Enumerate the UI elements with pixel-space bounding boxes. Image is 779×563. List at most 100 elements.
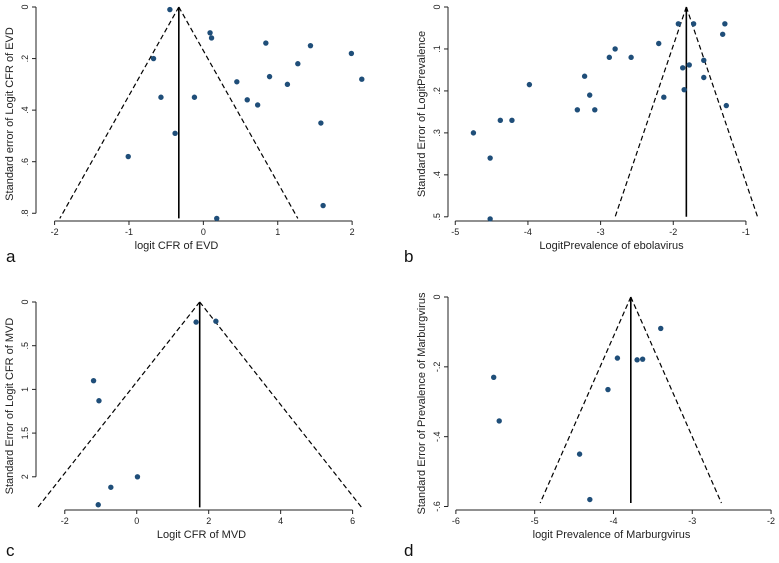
study-point xyxy=(487,216,493,222)
y-tick-label: .5 xyxy=(432,213,442,221)
study-point xyxy=(266,73,273,80)
study-point xyxy=(172,130,178,137)
panel-label-b: b xyxy=(404,247,413,266)
x-axis-title: LogitPrevalence of ebolavirus xyxy=(539,240,684,252)
y-tick-label: .2 xyxy=(20,55,30,63)
y-tick-label: 1.5 xyxy=(20,427,30,440)
study-point xyxy=(686,62,692,68)
panel-d: 0 -.2 -.4 -.6 -6 -5 -4 -3 -2 logit Prevalence of … xyxy=(404,292,775,560)
x-tick-label: -4 xyxy=(524,227,532,237)
study-point xyxy=(191,94,198,100)
x-axis-title: logit CFR of EVD xyxy=(135,240,219,252)
study-point xyxy=(701,57,707,63)
study-point xyxy=(108,484,114,490)
x-tick-label: -3 xyxy=(688,516,696,526)
study-point xyxy=(497,117,504,123)
y-tick-label: 0 xyxy=(20,4,30,9)
x-tick-label: -2 xyxy=(669,227,677,237)
study-point xyxy=(214,215,220,222)
study-point xyxy=(491,374,497,381)
y-axis-title: Standard Error of Logit CFR of MVD xyxy=(4,318,16,495)
y-tick-label: -.2 xyxy=(432,362,442,373)
x-tick-label: 0 xyxy=(201,227,206,237)
x-tick-label: 2 xyxy=(206,516,211,526)
study-point xyxy=(125,153,131,160)
study-point xyxy=(587,496,593,503)
study-point xyxy=(254,102,261,108)
study-point xyxy=(658,325,664,332)
funnel-left-limit xyxy=(37,301,201,508)
study-point xyxy=(681,86,687,93)
study-point xyxy=(234,79,240,85)
study-point xyxy=(496,418,502,424)
study-point xyxy=(526,81,533,88)
funnel-right-limit xyxy=(630,296,722,504)
study-point xyxy=(284,81,291,88)
study-point xyxy=(307,42,314,49)
study-point xyxy=(348,50,355,57)
y-tick-label: 0 xyxy=(432,4,442,9)
y-axis-title: Standard error of Logit CFR of EVD xyxy=(4,27,16,201)
x-axis-title: logit Prevalence of Marburgvirus xyxy=(533,529,691,541)
study-point xyxy=(656,40,662,47)
y-tick-label: .5 xyxy=(20,342,30,350)
funnel-right-limit xyxy=(178,6,299,219)
funnel-left-limit xyxy=(59,6,180,219)
panel-b: 0 .1 .2 .3 .4 .5 -5 -4 -3 -2 -1 LogitPrevalence of … xyxy=(404,4,759,266)
x-tick-label: 2 xyxy=(350,227,355,237)
y-tick-label: .2 xyxy=(432,87,442,95)
study-point xyxy=(675,21,682,27)
study-point xyxy=(680,65,686,71)
y-tick-label: -.6 xyxy=(432,501,442,512)
study-point xyxy=(263,40,269,46)
panel-c: 0 .5 1 1.5 2 -2 0 2 4 6 Logit CFR of MVD Standard E… xyxy=(4,299,363,560)
study-point xyxy=(359,76,365,82)
study-point xyxy=(606,54,613,61)
x-tick-label: 0 xyxy=(134,516,139,526)
x-tick-label: -6 xyxy=(452,516,460,526)
y-tick-label: .4 xyxy=(432,171,442,179)
study-point xyxy=(722,21,728,27)
study-point xyxy=(614,355,621,361)
panel-a: 0 .2 .4 .6 .8 -2 -1 0 1 2 logit CFR of EVD Standard… xyxy=(4,4,365,266)
y-tick-label: .8 xyxy=(20,210,30,218)
panel-label-d: d xyxy=(404,541,413,560)
funnel-right-limit xyxy=(685,6,759,217)
funnel-left-limit xyxy=(539,296,632,504)
study-point xyxy=(95,502,101,508)
x-tick-label: -2 xyxy=(61,516,69,526)
study-point xyxy=(158,94,164,100)
study-point xyxy=(612,46,618,52)
x-tick-label: 1 xyxy=(275,227,280,237)
study-point xyxy=(605,386,611,393)
x-tick-label: 4 xyxy=(278,516,283,526)
study-point xyxy=(592,107,598,113)
x-tick-label: 6 xyxy=(350,516,355,526)
study-point xyxy=(150,55,157,62)
x-tick-label: -5 xyxy=(531,516,539,526)
y-tick-label: .4 xyxy=(20,106,30,114)
y-tick-label: 0 xyxy=(20,299,30,304)
y-axis-title: Standard Error of LogitPrevalence xyxy=(416,31,428,197)
study-point xyxy=(701,74,707,81)
study-point xyxy=(574,107,581,113)
study-point xyxy=(208,35,215,41)
x-tick-label: -1 xyxy=(125,227,133,237)
y-tick-label: .1 xyxy=(432,45,442,53)
study-point xyxy=(193,319,199,325)
study-point xyxy=(587,92,593,98)
study-point xyxy=(470,130,477,136)
funnel-left-limit xyxy=(614,6,687,217)
study-point xyxy=(639,356,646,362)
study-point xyxy=(628,54,634,61)
x-tick-label: -1 xyxy=(742,227,750,237)
y-tick-label: -.4 xyxy=(432,431,442,442)
study-point xyxy=(634,357,640,363)
y-tick-label: 0 xyxy=(432,294,442,299)
study-point xyxy=(576,451,583,457)
study-point xyxy=(295,61,301,67)
study-point xyxy=(719,31,726,37)
x-tick-label: -5 xyxy=(451,227,459,237)
study-point xyxy=(509,117,515,123)
